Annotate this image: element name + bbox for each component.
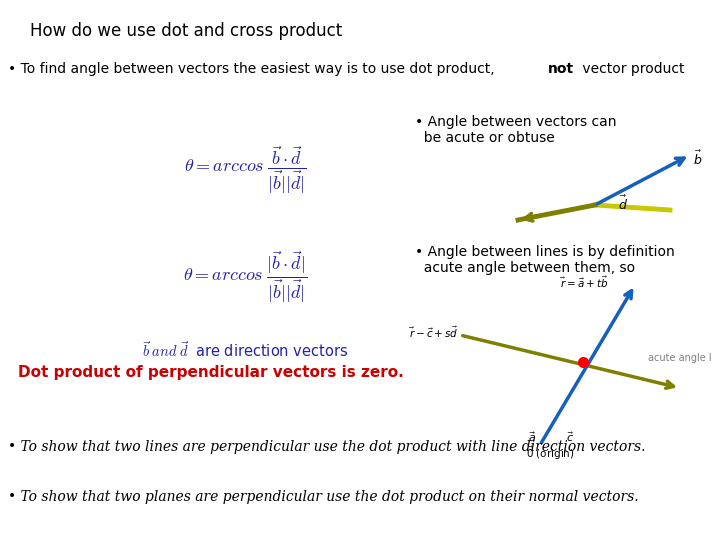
Text: How do we use dot and cross product: How do we use dot and cross product xyxy=(30,22,342,40)
Text: $\vec{r}-\vec{c}+s\vec{d}$: $\vec{r}-\vec{c}+s\vec{d}$ xyxy=(408,325,458,341)
Text: acute angle l: acute angle l xyxy=(648,353,711,363)
Text: • Angle between vectors can
  be acute or obtuse: • Angle between vectors can be acute or … xyxy=(415,115,616,145)
Text: vector product: vector product xyxy=(578,62,685,76)
Text: $\vec{d}$: $\vec{d}$ xyxy=(618,195,628,213)
Text: $\vec{0}$ (origin): $\vec{0}$ (origin) xyxy=(526,445,575,462)
Text: $\theta = arccos\;\dfrac{\vec{b} \cdot \vec{d}}{|\vec{b}||\vec{d}|}$: $\theta = arccos\;\dfrac{\vec{b} \cdot \… xyxy=(184,145,307,196)
Text: $\vec{b}\;and\;\vec{d}\;$ are direction vectors: $\vec{b}\;and\;\vec{d}\;$ are direction … xyxy=(142,340,348,360)
Text: • To find angle between vectors the easiest way is to use dot product,: • To find angle between vectors the easi… xyxy=(8,62,499,76)
Text: $\vec{a}$: $\vec{a}$ xyxy=(528,430,536,444)
Text: $\vec{r}=\vec{a}+t\vec{b}$: $\vec{r}=\vec{a}+t\vec{b}$ xyxy=(560,275,608,291)
Text: not: not xyxy=(548,62,574,76)
Text: $\theta = arccos\;\dfrac{|\vec{b} \cdot \vec{d}|}{|\vec{b}||\vec{d}|}$: $\theta = arccos\;\dfrac{|\vec{b} \cdot … xyxy=(183,250,307,305)
Text: • To show that two lines are perpendicular use the dot product with line directi: • To show that two lines are perpendicul… xyxy=(8,440,646,454)
Text: • Angle between lines is by definition
  acute angle between them, so: • Angle between lines is by definition a… xyxy=(415,245,675,275)
Text: Dot product of perpendicular vectors is zero.: Dot product of perpendicular vectors is … xyxy=(18,365,404,380)
Text: $\vec{b}$: $\vec{b}$ xyxy=(693,150,703,168)
Text: • To show that two planes are perpendicular use the dot product on their normal : • To show that two planes are perpendicu… xyxy=(8,490,639,504)
Text: $\vec{c}$: $\vec{c}$ xyxy=(566,430,575,444)
